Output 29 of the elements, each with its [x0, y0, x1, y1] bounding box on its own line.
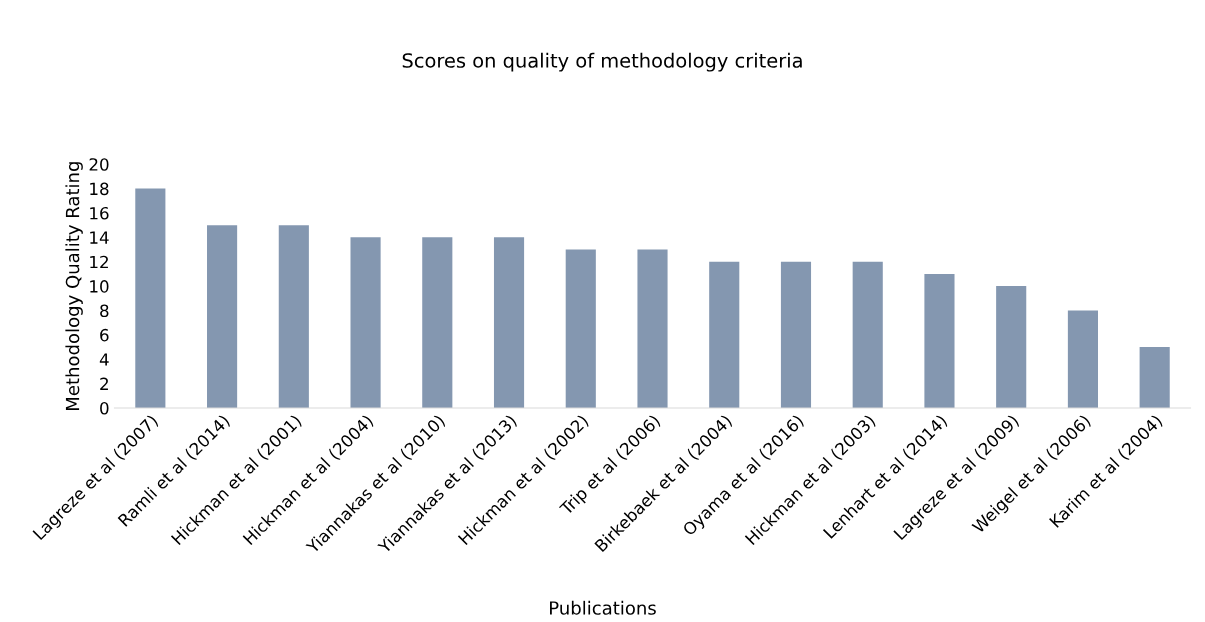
- bar: [565, 249, 596, 409]
- bar: [709, 261, 740, 409]
- bar: [780, 261, 812, 409]
- y-tick-label: 4: [99, 353, 109, 366]
- y-tick-label: 8: [100, 304, 109, 318]
- bar: [924, 273, 955, 409]
- bar: [350, 237, 381, 409]
- y-tick-label: 0: [100, 401, 109, 415]
- y-tick-label: 6: [100, 328, 109, 342]
- x-axis-title: Publications: [550, 600, 656, 615]
- bar: [637, 249, 668, 409]
- y-tick-label: 2: [100, 377, 108, 390]
- y-tick-label: 12: [90, 255, 108, 269]
- bar: [422, 237, 453, 409]
- y-tick-label: 10: [90, 280, 109, 293]
- bar: [1067, 310, 1098, 409]
- y-tick-label: 14: [90, 231, 109, 244]
- y-tick-label: 18: [90, 182, 109, 196]
- bar: [1139, 347, 1170, 409]
- y-axis-title: Methodology Quality Rating: [65, 162, 83, 410]
- bar: [207, 225, 238, 409]
- bar: [852, 261, 883, 409]
- chart-title: Scores on quality of methodology criteria: [402, 52, 802, 72]
- y-tick-label: 16: [90, 206, 109, 220]
- bar: [278, 225, 309, 409]
- bar: [493, 237, 525, 409]
- bar: [135, 188, 166, 409]
- y-tick-label: 20: [89, 158, 109, 171]
- bar: [996, 286, 1027, 409]
